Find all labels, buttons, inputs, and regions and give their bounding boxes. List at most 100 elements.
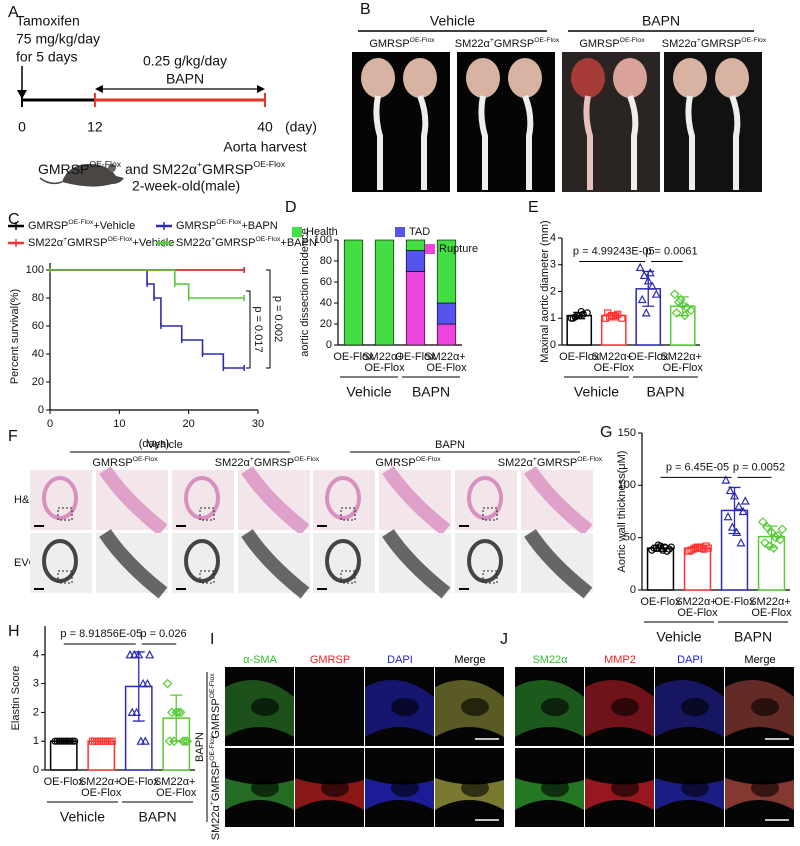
- data-point: [162, 678, 173, 689]
- legend-label-part: GMRSP: [28, 220, 68, 232]
- legend-label-part: SM22α: [176, 237, 212, 249]
- data-point: [142, 678, 153, 688]
- mouse-genotypes-part: OE-Flox: [253, 159, 285, 169]
- signal-spot: [611, 698, 639, 716]
- mouse-genotypes-part: SM22α: [152, 161, 197, 177]
- x-tick-label: OE-Flox: [714, 596, 755, 608]
- vessel-wall: [241, 529, 310, 599]
- group-label: Vehicle: [574, 384, 619, 400]
- p-value: p = 8.91856E-05: [60, 628, 142, 640]
- data-point: [734, 501, 744, 510]
- legend-swatch: [292, 227, 302, 237]
- genotype-label-part: OE-Flox: [133, 456, 159, 463]
- y-tick-label: 1: [33, 735, 39, 747]
- data-point: [95, 737, 103, 745]
- data-point: [665, 545, 673, 553]
- x-tick-label: SM22α+ OE-Flox: [660, 351, 705, 374]
- data-point: [758, 517, 768, 527]
- data-point: [108, 737, 116, 745]
- heart: [508, 58, 542, 98]
- x-tick-label: OE-Flox: [628, 351, 669, 363]
- signal-spot: [611, 779, 639, 797]
- legend-label-part: +: [211, 236, 215, 243]
- p-value: p = 0.0052: [733, 461, 785, 473]
- data-point: [175, 707, 186, 718]
- data-point: [635, 262, 645, 272]
- protocol-text: Tamoxifen: [16, 13, 80, 29]
- data-point: [777, 524, 788, 535]
- genotype-label-part: GMRSP: [92, 457, 132, 469]
- data-point: [173, 707, 184, 718]
- vessel-wall: [524, 466, 593, 536]
- heart: [715, 58, 749, 98]
- row-genotype-part: OE-Flox: [209, 735, 216, 761]
- data-point: [140, 736, 150, 745]
- genotype-label-part: OE-Flox: [294, 456, 320, 463]
- bar-segment: [405, 250, 426, 272]
- y-axis-label: aortic dissection incidence: [299, 228, 311, 356]
- aorta: [373, 95, 383, 190]
- heart: [466, 58, 500, 98]
- bar: [683, 547, 712, 591]
- zoom-box: [340, 507, 356, 521]
- data-point: [71, 737, 79, 745]
- data-point: [760, 538, 770, 548]
- protocol-text: 75 mg/kg/day: [16, 31, 100, 47]
- aorta: [478, 95, 488, 190]
- x-tick-label: OE-Flox: [119, 776, 160, 788]
- vessel-ring: [467, 539, 503, 583]
- data-point: [696, 543, 704, 551]
- genotype-label-part: OE-Flox: [741, 37, 767, 44]
- genotype-label-part: +: [533, 456, 537, 463]
- data-point: [169, 736, 179, 747]
- data-point: [57, 737, 66, 745]
- data-point: [704, 544, 712, 552]
- panel-letter: I: [210, 631, 214, 648]
- vessel-wall: [382, 466, 451, 536]
- data-point: [637, 294, 647, 304]
- x-tick-label: SM22α+ OE-Flox: [154, 776, 199, 799]
- data-point: [641, 308, 651, 317]
- y-tick-label: 80: [320, 255, 332, 267]
- legend-label-part: OE-Flox: [107, 236, 133, 243]
- y-tick-label: 150: [618, 427, 636, 439]
- survival-step: [181, 339, 204, 354]
- row-genotype-part: +: [209, 801, 216, 805]
- legend-label: SM22α+GMRSPOE-Flox+Vehicle: [28, 236, 174, 249]
- panel-letter: D: [285, 199, 297, 216]
- heart: [673, 58, 707, 98]
- survival-step: [160, 325, 183, 340]
- signal-spot: [391, 779, 419, 797]
- vessel-wall: [524, 529, 593, 599]
- data-point: [773, 530, 783, 541]
- data-point: [691, 544, 699, 552]
- bar: [635, 288, 662, 346]
- y-tick-label: 60: [320, 276, 332, 288]
- survival-step: [147, 283, 155, 298]
- group-label: BAPN: [642, 13, 680, 29]
- genotype-label: GMRSPOE-Flox: [92, 456, 158, 469]
- bar-segment: [374, 239, 395, 346]
- data-point: [687, 546, 695, 554]
- data-point: [723, 511, 733, 521]
- panel-letter: J: [500, 631, 508, 648]
- bar: [600, 314, 627, 346]
- bar-segment: [343, 239, 364, 346]
- x-tick-label-line: OE-Flox: [156, 787, 197, 799]
- data-point: [145, 650, 155, 659]
- x-tick-label: SM22α+ OE-Flox: [591, 351, 636, 374]
- genotype-label-part: GMRSP: [375, 457, 415, 469]
- legend-label-part: +BAPN: [241, 220, 277, 232]
- genotype-label-part: SM22α: [215, 457, 251, 469]
- p-value: p = 0.026: [140, 628, 186, 640]
- x-tick-label-line: OE-Flox: [81, 787, 122, 799]
- data-point: [663, 547, 671, 555]
- genotype-label-part: SM22α: [455, 38, 491, 50]
- zoom-box: [199, 507, 215, 521]
- genotype-label: SM22α+GMRSPOE-Flox: [662, 37, 767, 50]
- mouse-genotypes-part: +: [197, 159, 202, 169]
- data-point: [53, 737, 61, 745]
- data-point: [134, 650, 144, 659]
- signal-spot: [751, 698, 779, 716]
- data-point: [721, 475, 731, 484]
